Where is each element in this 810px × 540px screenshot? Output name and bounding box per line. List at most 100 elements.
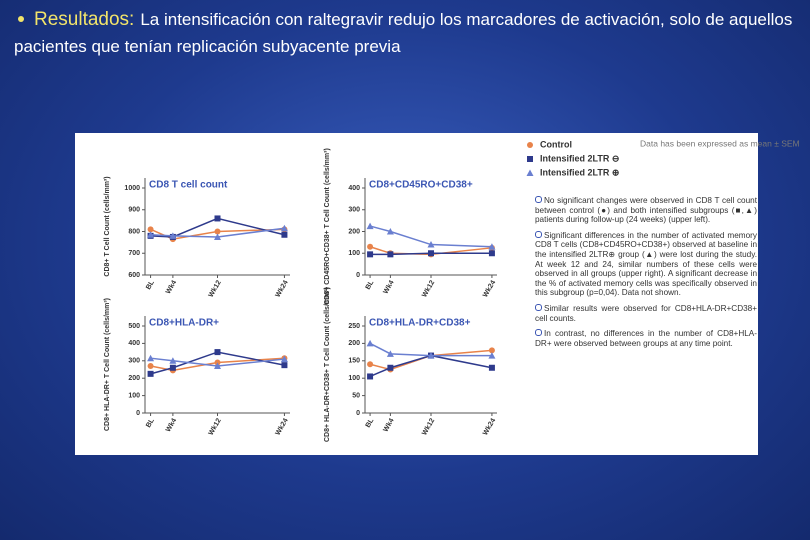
y-tick-label: 500 <box>128 323 140 330</box>
marker <box>488 352 496 359</box>
x-tick-label: BL <box>365 279 376 291</box>
legend-label: Intensified 2LTR ⊖ <box>540 153 619 163</box>
x-tick-label: Wk4 <box>382 279 395 295</box>
marker <box>169 364 176 371</box>
marker <box>367 251 374 258</box>
figure-note: Data has been expressed as mean ± SEM <box>640 138 800 148</box>
finding: No significant changes were observed in … <box>535 196 757 225</box>
x-tick-label: Wk4 <box>382 417 395 433</box>
marker <box>214 233 221 240</box>
series-line <box>370 252 492 256</box>
marker <box>526 169 534 176</box>
finding: Significant differences in the number of… <box>535 230 757 298</box>
y-tick-label: 100 <box>348 250 360 257</box>
header-lead: Resultados: <box>34 9 135 30</box>
y-tick-label: 300 <box>348 207 360 214</box>
findings: No significant changes were observed in … <box>535 196 757 354</box>
y-tick-label: 200 <box>348 340 360 347</box>
y-tick-label: 100 <box>128 392 140 399</box>
marker <box>281 362 288 369</box>
x-tick-label: BL <box>145 417 156 429</box>
marker <box>147 354 155 362</box>
legend-label: Control <box>540 139 572 149</box>
slide-header: Resultados: La intensificación con ralteg… <box>14 6 799 60</box>
series-line <box>150 357 285 372</box>
y-axis-label: CD8+ CD45RO+CD38+ T Cell Count (cells/mm… <box>324 148 331 305</box>
marker <box>214 362 221 370</box>
y-tick-label: 0 <box>356 272 360 279</box>
marker <box>147 370 154 377</box>
marker <box>427 352 435 359</box>
y-tick-label: 150 <box>348 358 360 365</box>
series-line <box>369 349 492 371</box>
marker <box>280 355 288 363</box>
marker <box>488 347 495 354</box>
bullet <box>18 16 24 22</box>
series-line <box>150 351 285 375</box>
marker <box>527 156 533 162</box>
x-tick-label: Wk12 <box>421 279 436 298</box>
marker <box>488 250 495 257</box>
x-tick-label: Wk12 <box>208 417 223 436</box>
marker <box>386 350 394 357</box>
marker <box>488 243 496 250</box>
y-axis-label: CD8+ HLA-DR+ T Cell Count (cells/mm³) <box>104 298 111 431</box>
y-tick-label: 0 <box>356 410 360 417</box>
marker <box>169 357 177 364</box>
series-line <box>150 217 285 238</box>
marker <box>367 373 374 380</box>
y-tick-label: 800 <box>128 228 140 235</box>
x-tick-label: Wk24 <box>275 279 290 298</box>
marker <box>387 364 394 371</box>
marker <box>367 243 374 250</box>
header-text: La intensificación con raltegravir reduj… <box>14 10 793 56</box>
marker <box>147 363 154 370</box>
legend-label: Intensified 2LTR ⊕ <box>540 167 619 177</box>
x-tick-label: Wk12 <box>208 279 223 298</box>
x-tick-label: Wk24 <box>482 279 497 298</box>
y-tick-label: 200 <box>348 228 360 235</box>
chart-title: CD8+HLA-DR+ <box>149 318 219 329</box>
marker <box>367 361 374 368</box>
x-tick-label: BL <box>145 279 156 291</box>
x-tick-label: Wk4 <box>165 279 178 295</box>
marker <box>280 224 288 232</box>
marker <box>387 251 394 258</box>
marker <box>214 215 221 222</box>
y-tick-label: 700 <box>128 250 140 257</box>
plot-area <box>365 178 497 275</box>
y-tick-label: 50 <box>352 392 360 399</box>
y-tick-label: 0 <box>136 410 140 417</box>
chart-title: CD8 T cell count <box>149 180 228 191</box>
y-tick-label: 200 <box>128 375 140 382</box>
marker <box>214 349 221 356</box>
y-tick-label: 400 <box>348 185 360 192</box>
series-line <box>150 227 285 238</box>
series-line <box>369 342 492 357</box>
y-tick-label: 600 <box>128 272 140 279</box>
y-tick-label: 400 <box>128 340 140 347</box>
series-line <box>150 357 285 367</box>
marker <box>386 228 394 235</box>
marker <box>427 241 435 248</box>
marker <box>428 250 434 257</box>
series-line <box>369 354 493 378</box>
y-axis-label: CD8+ HLA-DR+CD38+ T Cell Count (cells/mm… <box>324 287 331 442</box>
y-tick-label: 100 <box>348 375 360 382</box>
marker <box>147 231 155 238</box>
series-line <box>369 225 492 248</box>
x-tick-label: Wk24 <box>482 417 497 436</box>
y-tick-label: 900 <box>128 207 140 214</box>
y-axis-label: CD8+ T Cell Count (cells/mm³) <box>104 176 111 276</box>
y-tick-label: 250 <box>348 323 360 330</box>
x-tick-label: Wk12 <box>421 417 436 436</box>
series-line <box>150 228 285 240</box>
marker <box>169 232 177 239</box>
marker <box>214 228 221 235</box>
x-tick-label: Wk4 <box>165 417 178 433</box>
marker <box>147 226 154 233</box>
marker <box>366 222 374 230</box>
marker <box>281 231 288 238</box>
